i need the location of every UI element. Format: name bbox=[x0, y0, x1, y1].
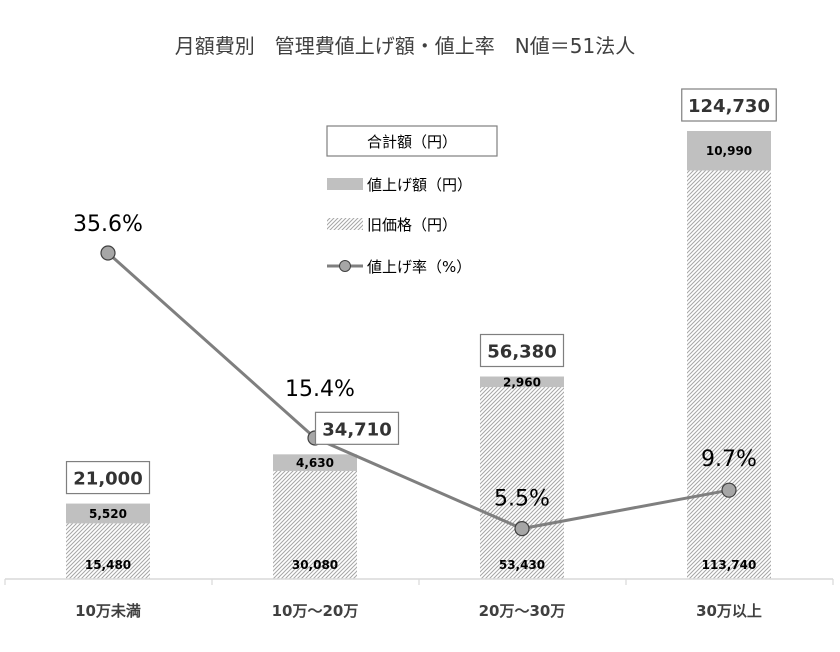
bar-increase bbox=[273, 454, 357, 471]
labels-layer: 15,480 5,520 30,080 4,630 53,430 2,960 113,740… bbox=[65, 88, 777, 572]
rate-series-line bbox=[107, 251, 730, 531]
total-label: 56,380 bbox=[487, 341, 556, 362]
old-price-label: 30,080 bbox=[292, 558, 338, 572]
rate-label: 5.5% bbox=[494, 487, 550, 512]
bar-old-price bbox=[480, 387, 564, 579]
legend: 合計額（円） 値上げ額（円） 旧価格（円） 値上げ率（%） bbox=[326, 125, 498, 276]
x-tick-label: 10万～20万 bbox=[272, 602, 359, 620]
legend-box-total bbox=[326, 125, 498, 157]
rate-point bbox=[514, 521, 530, 537]
bar-old-price bbox=[66, 523, 150, 579]
legend-swatch-rate-marker bbox=[339, 260, 351, 272]
rate-line-layer bbox=[100, 245, 737, 537]
x-tick-label: 10万未満 bbox=[75, 602, 141, 620]
old-price-label: 15,480 bbox=[85, 558, 131, 572]
old-price-label: 113,740 bbox=[702, 558, 757, 572]
rate-label: 35.6% bbox=[73, 212, 143, 237]
increase-label: 2,960 bbox=[503, 375, 541, 389]
x-tick-label: 20万～30万 bbox=[479, 602, 566, 620]
total-label: 124,730 bbox=[688, 96, 770, 117]
increase-label: 4,630 bbox=[296, 456, 334, 470]
legend-label-total: 合計額（円） bbox=[367, 133, 457, 151]
bar-increase bbox=[480, 376, 564, 388]
total-label-box bbox=[314, 411, 400, 445]
total-label-box bbox=[479, 333, 565, 368]
legend-label-old-price: 旧価格（円） bbox=[367, 216, 457, 234]
old-price-label: 53,430 bbox=[499, 558, 545, 572]
total-label: 21,000 bbox=[73, 469, 142, 490]
total-label-box bbox=[65, 460, 151, 495]
rate-label: 15.4% bbox=[285, 377, 355, 402]
chart-title: 月額費別 管理費値上げ額・値上率 N値＝51法人 bbox=[175, 34, 635, 58]
bar-increase bbox=[687, 131, 771, 171]
total-label-box bbox=[681, 88, 777, 122]
legend-swatch-increase bbox=[327, 178, 363, 190]
bar-old-price bbox=[273, 470, 357, 579]
increase-label: 5,520 bbox=[89, 507, 127, 521]
legend-label-rate: 値上げ率（%） bbox=[367, 258, 471, 276]
legend-label-increase: 値上げ額（円） bbox=[367, 176, 472, 194]
bar-increase bbox=[66, 503, 150, 524]
x-axis: 10万未満 10万～20万 20万～30万 30万以上 bbox=[4, 578, 834, 620]
bar-old-price bbox=[687, 170, 771, 579]
rate-label: 9.7% bbox=[701, 447, 757, 472]
total-label: 34,710 bbox=[322, 419, 391, 440]
increase-label: 10,990 bbox=[706, 144, 752, 158]
rate-point bbox=[100, 245, 116, 261]
x-tick-label: 30万以上 bbox=[696, 602, 762, 620]
rate-point bbox=[721, 482, 737, 498]
bars-layer bbox=[66, 131, 771, 579]
legend-swatch-old-price bbox=[327, 218, 363, 230]
